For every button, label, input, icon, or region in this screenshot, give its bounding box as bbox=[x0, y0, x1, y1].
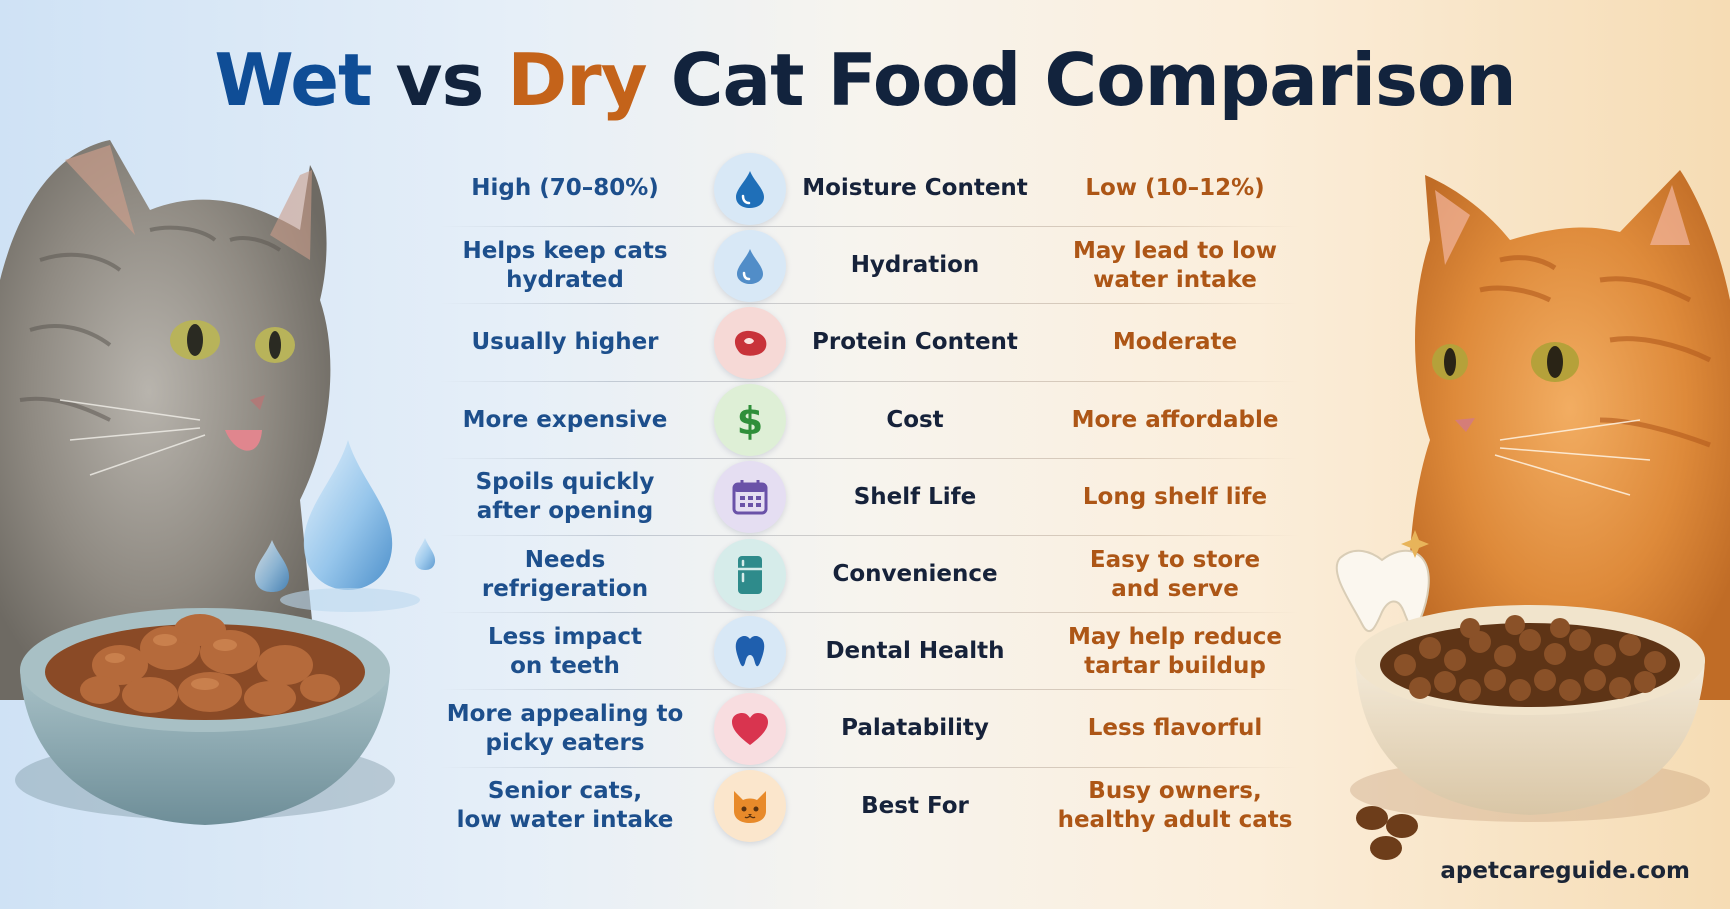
refrigerator-icon bbox=[714, 538, 786, 611]
gray-tabby-cat bbox=[0, 140, 331, 700]
heart-icon bbox=[714, 692, 786, 765]
comparison-row: Helps keep cats hydrated Hydration May lea… bbox=[430, 227, 1320, 305]
wet-food-value: Senior cats, low water intake bbox=[456, 778, 674, 834]
calendar-icon bbox=[714, 461, 786, 534]
row-icon-cell bbox=[700, 770, 800, 843]
wet-food-value: More expensive bbox=[462, 406, 668, 433]
row-icon-cell bbox=[700, 306, 800, 379]
row-icon-cell bbox=[700, 538, 800, 611]
comparison-row: Senior cats, low water intake Best For Bus… bbox=[430, 768, 1320, 845]
criterion-label: Hydration bbox=[850, 252, 980, 279]
dry-food-value: Less flavorful bbox=[1087, 715, 1263, 742]
page-title: Wet vs Dry Cat Food Comparison bbox=[0, 38, 1730, 122]
dry-food-value: May help reduce tartar buildup bbox=[1067, 623, 1283, 679]
dry-food-value: Moderate bbox=[1112, 329, 1238, 356]
dry-food-value: Low (10–12%) bbox=[1085, 175, 1265, 202]
wet-food-value: More appealing to picky eaters bbox=[446, 700, 684, 756]
row-icon-cell bbox=[700, 692, 800, 765]
water-drops-illustration bbox=[254, 440, 436, 612]
criterion-label: Shelf Life bbox=[853, 483, 977, 510]
comparison-row: Less impact on teeth Dental Health May hel… bbox=[430, 613, 1320, 691]
tooth-illustration bbox=[1335, 530, 1430, 632]
dry-food-value: Busy owners, healthy adult cats bbox=[1057, 778, 1293, 834]
title-wet: Wet bbox=[214, 38, 372, 122]
title-rest: Cat Food Comparison bbox=[670, 38, 1517, 122]
orange-tabby-cat bbox=[1409, 170, 1730, 700]
comparison-row: Spoils quickly after opening Shelf Life Lo… bbox=[430, 459, 1320, 537]
wet-food-value: Usually higher bbox=[471, 329, 659, 356]
wet-food-value: High (70–80%) bbox=[471, 175, 659, 202]
water-drop-icon bbox=[714, 152, 786, 225]
row-icon-cell bbox=[700, 615, 800, 688]
comparison-row: High (70–80%) Moisture Content Low (10–12%… bbox=[430, 150, 1320, 228]
tooth-icon bbox=[714, 615, 786, 688]
wet-food-value: Needs refrigeration bbox=[481, 546, 649, 602]
cat-face-icon bbox=[714, 770, 786, 843]
dry-food-value: Long shelf life bbox=[1082, 483, 1268, 510]
criterion-label: Protein Content bbox=[812, 329, 1018, 356]
row-icon-cell bbox=[700, 229, 800, 302]
comparison-row: Needs refrigeration Convenience Easy to st… bbox=[430, 536, 1320, 614]
row-icon-cell bbox=[700, 461, 800, 534]
svg-text:$: $ bbox=[737, 399, 763, 441]
title-vs: vs bbox=[395, 38, 485, 122]
criterion-label: Dental Health bbox=[825, 638, 1005, 665]
row-icon-cell: $ bbox=[700, 384, 800, 457]
row-icon-cell bbox=[700, 152, 800, 225]
dry-food-value: Easy to store and serve bbox=[1089, 546, 1261, 602]
dry-food-value: May lead to low water intake bbox=[1073, 237, 1277, 293]
comparison-row: More appealing to picky eaters Palatabili… bbox=[430, 690, 1320, 768]
title-dry: Dry bbox=[507, 38, 647, 122]
criterion-label: Moisture Content bbox=[802, 175, 1028, 202]
site-credit: apetcareguide.com bbox=[1440, 858, 1690, 884]
wet-food-bowl bbox=[15, 608, 395, 825]
dry-food-value: More affordable bbox=[1071, 406, 1279, 433]
wet-food-value: Spoils quickly after opening bbox=[475, 469, 655, 525]
comparison-table: High (70–80%) Moisture Content Low (10–12%… bbox=[430, 150, 1320, 845]
criterion-label: Convenience bbox=[832, 561, 998, 588]
criterion-label: Cost bbox=[886, 406, 944, 433]
dry-food-bowl bbox=[1350, 605, 1710, 860]
wet-food-value: Helps keep cats hydrated bbox=[462, 237, 668, 293]
wet-food-value: Less impact on teeth bbox=[487, 623, 643, 679]
criterion-label: Palatability bbox=[841, 715, 989, 742]
hydration-drop-icon bbox=[714, 229, 786, 302]
comparison-row: Usually higher Protein Content Moderate bbox=[430, 304, 1320, 382]
meat-steak-icon bbox=[714, 306, 786, 379]
dollar-sign-icon: $ bbox=[714, 384, 786, 457]
criterion-label: Best For bbox=[861, 792, 969, 819]
comparison-row: More expensive $ Cost More affordable bbox=[430, 382, 1320, 459]
